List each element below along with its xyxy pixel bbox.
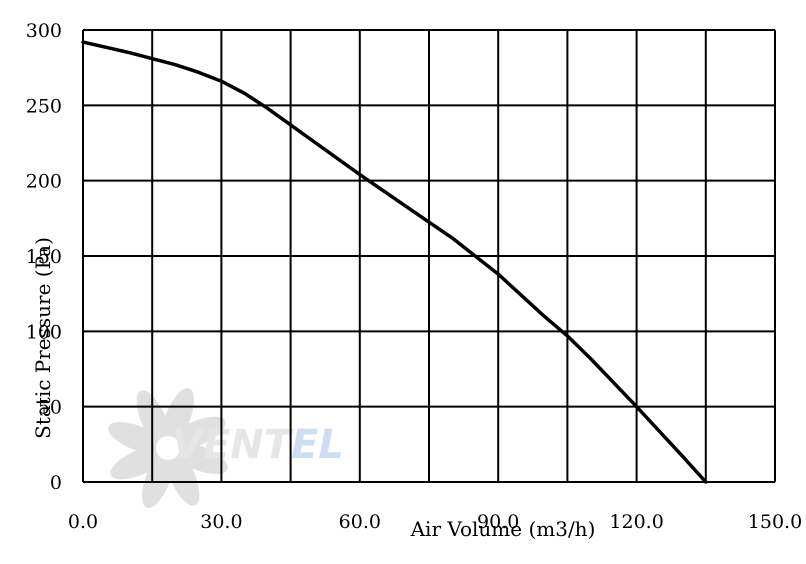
y-tick-labels: 0 50 100 150 200 250 300 (26, 20, 62, 494)
y-tick-label: 50 (38, 397, 62, 419)
x-tick-label: 30.0 (200, 511, 242, 533)
fan-blade (168, 441, 228, 474)
y-tick-label: 300 (26, 20, 62, 42)
y-axis-title: Static Pressure (Pa) (31, 237, 55, 439)
x-tick-label: 90.0 (477, 511, 519, 533)
y-tick-label: 100 (26, 321, 62, 343)
series-layer (81, 40, 708, 484)
x-axis-title: Air Volume (m3/h) (410, 517, 596, 541)
x-tick-labels: 0.0 30.0 60.0 90.0 120.0 150.0 (68, 511, 802, 533)
watermark: VENTEL (108, 388, 344, 508)
x-tick-label: 150.0 (748, 511, 802, 533)
series-line (81, 40, 708, 484)
brand-logo-left: VENT (172, 422, 294, 468)
brand-logo-text: VENTEL (172, 422, 344, 468)
fan-blade (136, 390, 171, 450)
x-tick-label: 120.0 (609, 511, 663, 533)
fan-icon (108, 388, 228, 508)
y-tick-label: 200 (26, 171, 62, 193)
y-tick-label: 0 (50, 472, 62, 494)
fan-blade (142, 448, 175, 508)
y-tick-label: 150 (26, 246, 62, 268)
brand-logo-right: EL (291, 422, 344, 468)
fan-hub (156, 436, 180, 460)
x-tick-label: 60.0 (339, 511, 381, 533)
y-tick-label: 250 (26, 95, 62, 117)
x-tick-label: 0.0 (68, 511, 98, 533)
grid (82, 29, 776, 483)
